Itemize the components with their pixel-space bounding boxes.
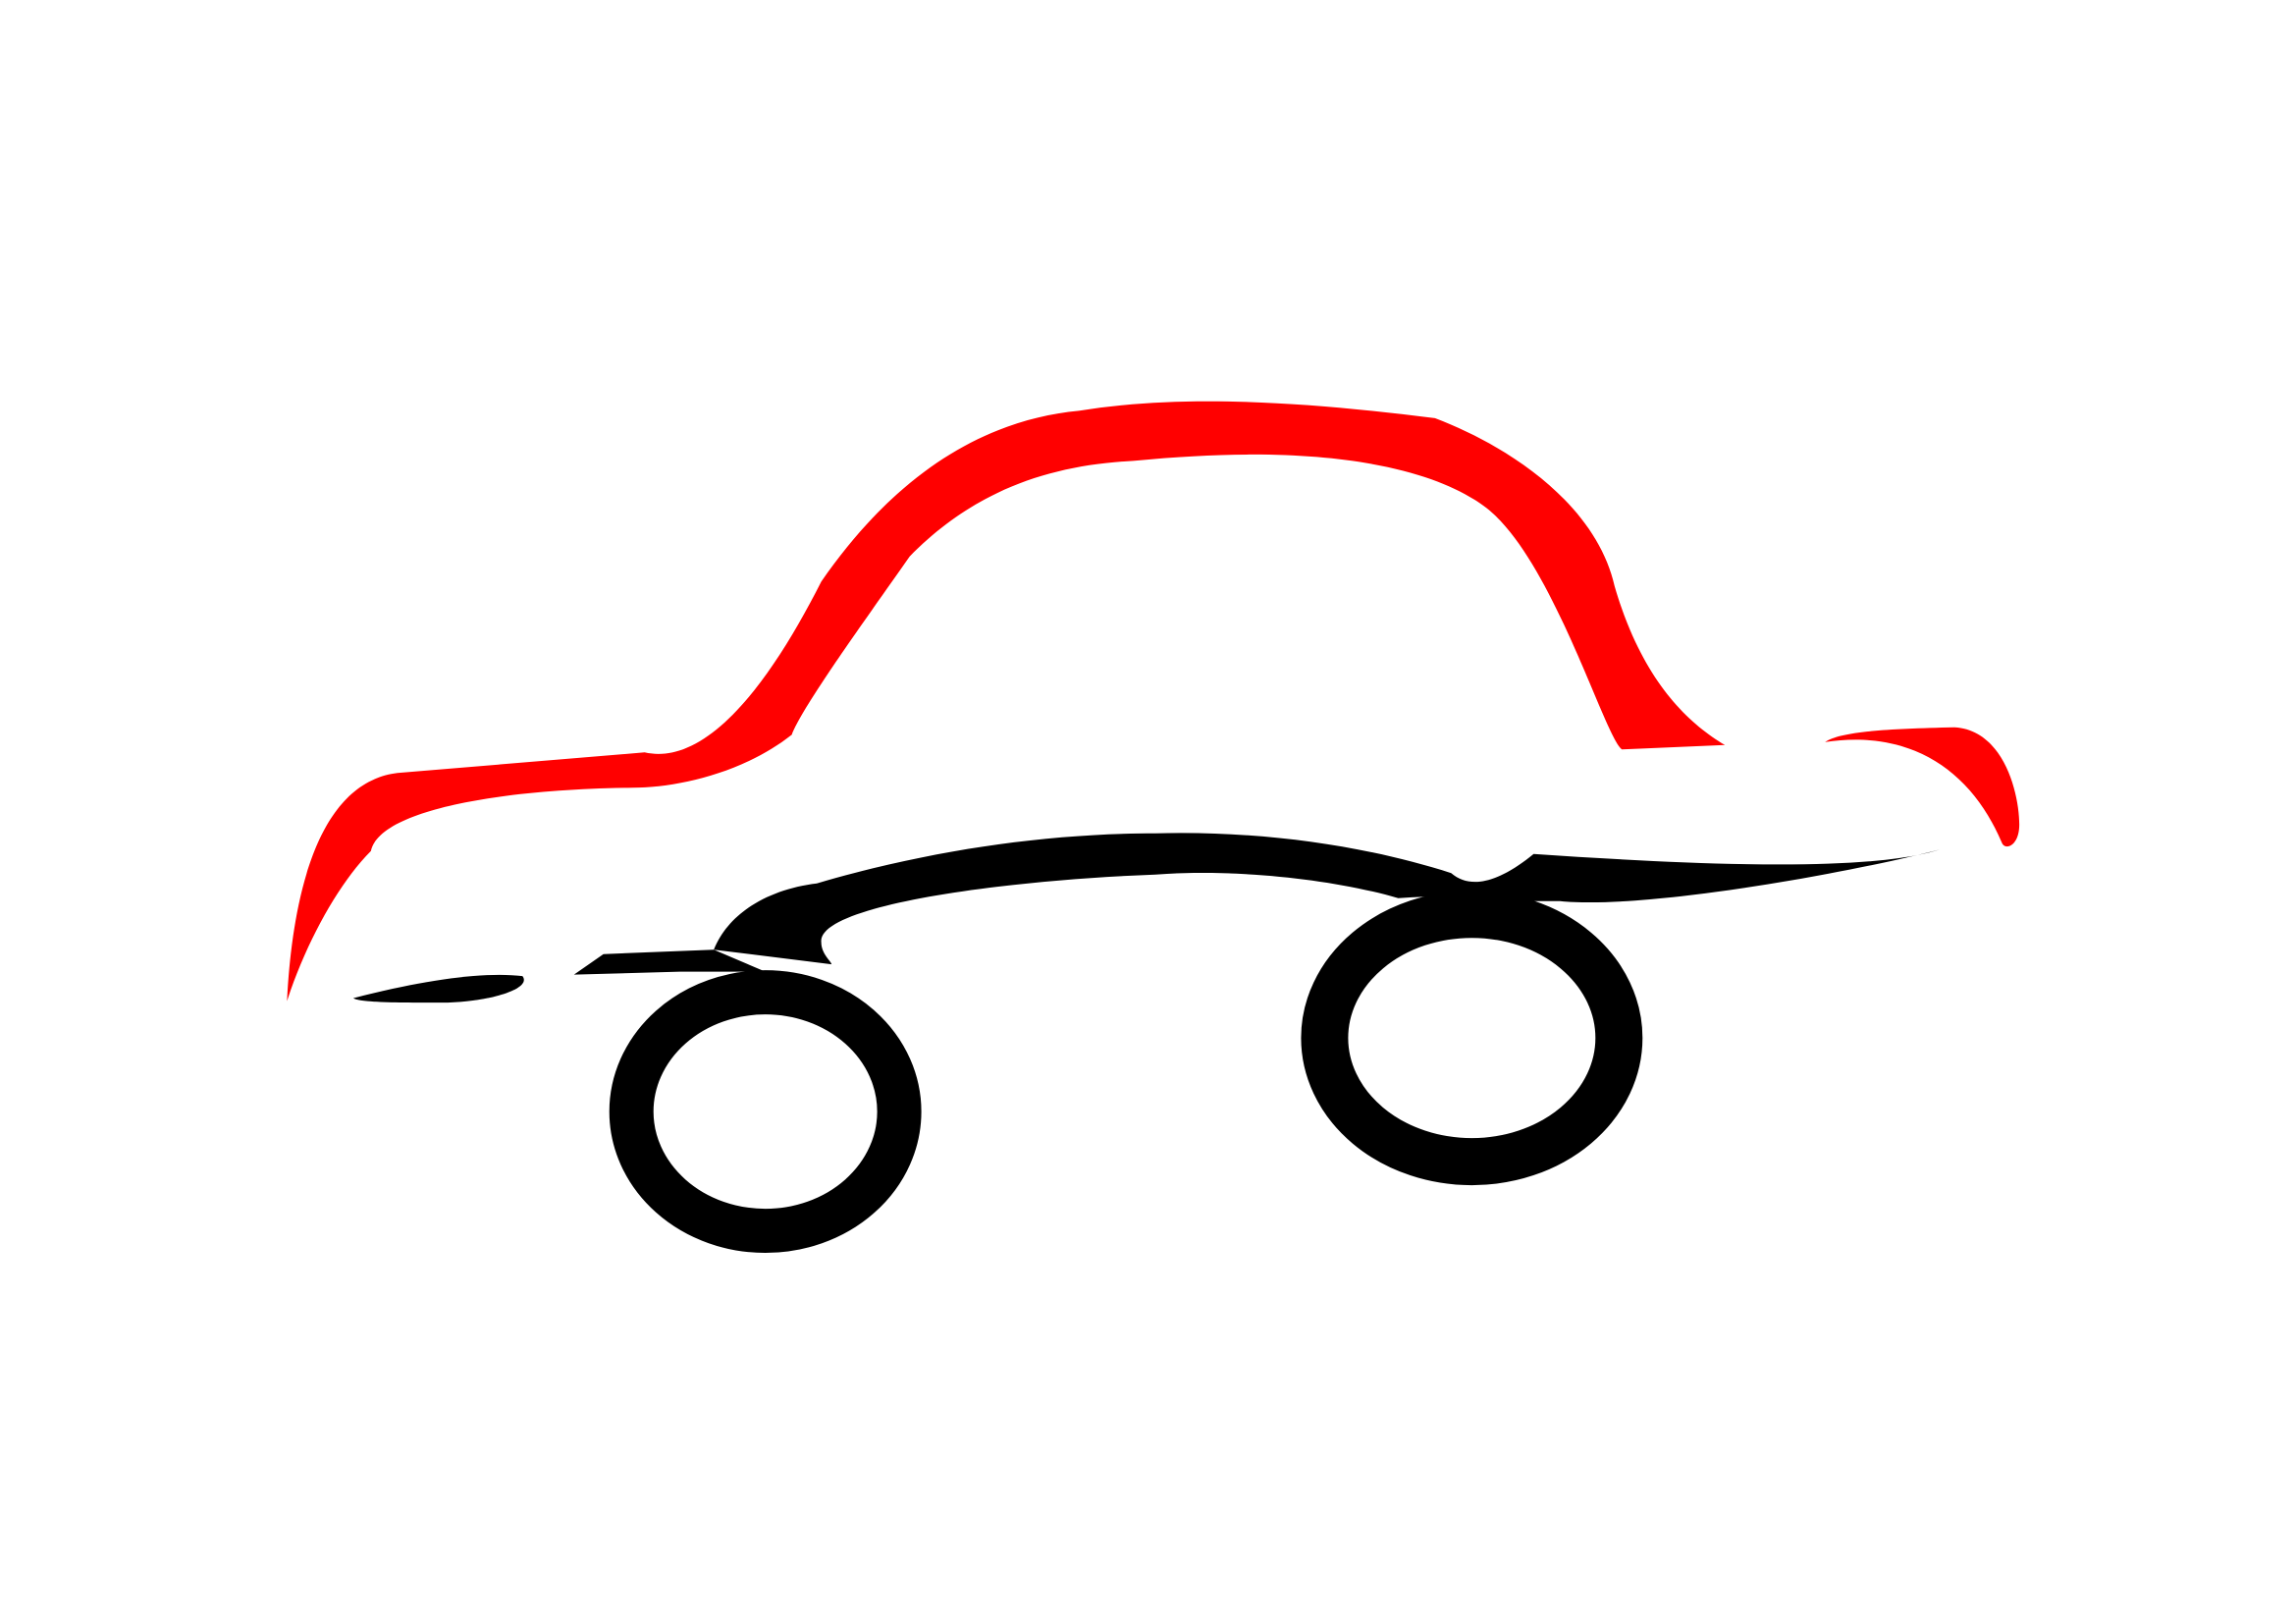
body-swoosh	[714, 833, 1941, 965]
body-tail	[573, 949, 766, 975]
rear-dash	[352, 974, 524, 1003]
rear-wheel	[609, 970, 922, 1254]
front-wheel	[1301, 891, 1643, 1186]
front-swoosh	[1825, 727, 2020, 847]
